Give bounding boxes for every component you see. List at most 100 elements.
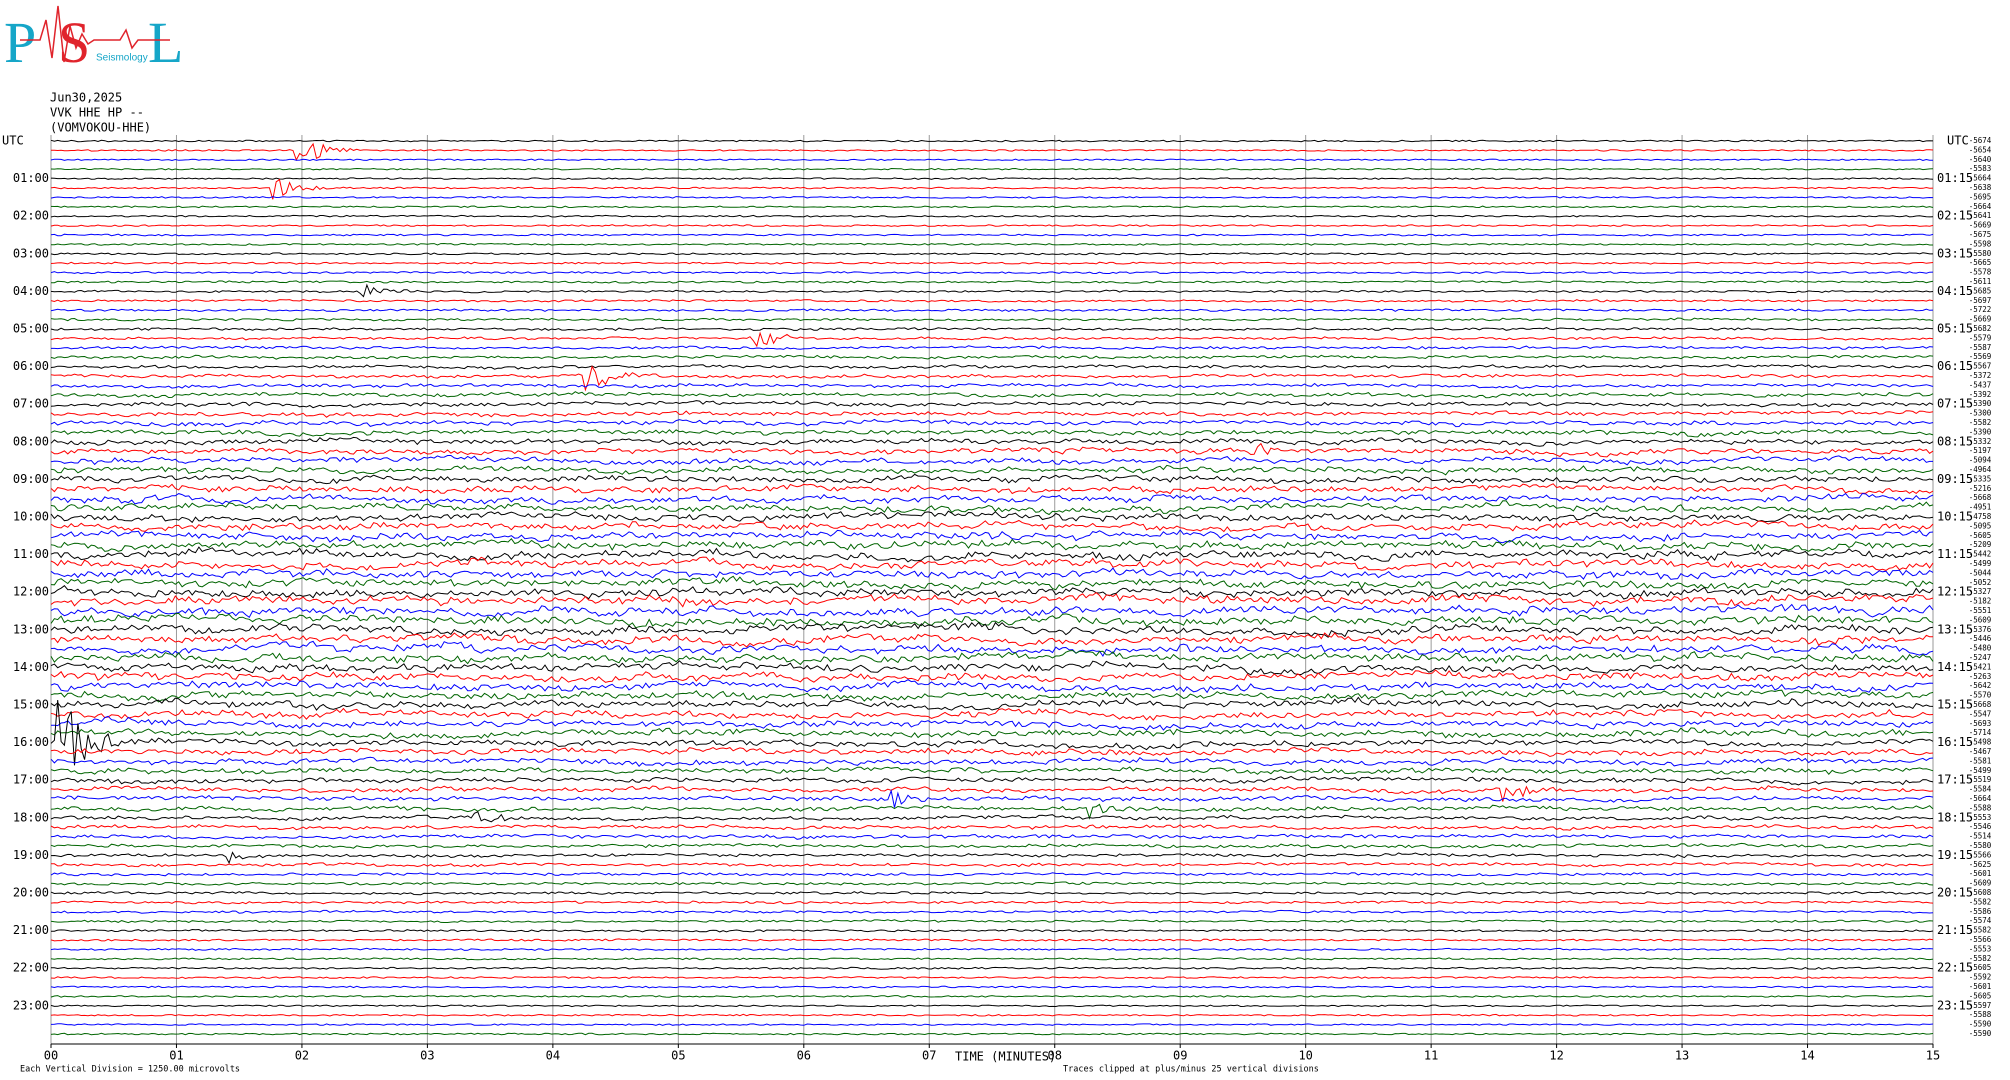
trace [50,442,1934,458]
offset-label: -5693 [1969,719,1992,728]
offset-label: -5052 [1969,578,1992,587]
trace [50,621,1934,639]
offset-label: -5685 [1969,286,1992,295]
offset-label: -5664 [1969,202,1992,211]
offset-label: -5609 [1969,615,1992,624]
hour-label: 03:00 [13,246,49,260]
trace [50,365,1934,392]
trace [50,591,1934,608]
offset-label: -5605 [1969,531,1992,540]
trace [50,464,1934,476]
offset-label: -5421 [1969,662,1992,671]
offset-label: -5467 [1969,747,1992,756]
offset-label: -5519 [1969,775,1992,784]
hour-label: 23:00 [13,998,49,1012]
trace [50,707,1934,721]
trace [50,688,1934,703]
scale-note: Each Vertical Division = 1250.00 microvo… [20,1065,240,1075]
trace [50,233,1934,237]
trace [50,788,1934,808]
offset-label: -5641 [1969,211,1992,220]
trace [50,492,1934,505]
trace [50,177,1934,180]
trace [50,167,1934,171]
trace [50,679,1934,694]
hour-label: 06:15 [1937,359,1973,373]
hour-label: 02:15 [1937,209,1973,223]
hour-label: 22:00 [13,961,49,975]
trace [50,410,1934,418]
offset-label: -5654 [1969,145,1992,154]
offset-label: -4951 [1969,503,1992,512]
trace [50,567,1934,580]
trace [50,1023,1934,1026]
offset-label: -4758 [1969,512,1992,521]
hour-label: 11:00 [13,547,49,561]
trace [50,205,1934,209]
offset-label: -5722 [1969,305,1992,314]
trace [51,966,1934,970]
hour-label: 21:15 [1937,923,1973,937]
offset-label: -5216 [1969,484,1992,493]
offset-label: -5587 [1969,343,1992,352]
offset-label: -5669 [1969,315,1992,324]
offset-label: -5682 [1969,324,1992,333]
trace [50,811,1934,823]
offset-label: -5665 [1969,258,1992,267]
trace [50,833,1934,840]
trace [50,546,1934,563]
hour-label: 14:00 [13,660,49,674]
offset-label: -4964 [1969,465,1992,474]
hour-label: 11:15 [1937,547,1973,561]
trace [50,890,1934,896]
offset-label: -5570 [1969,691,1992,700]
x-tick-label: 14 [1800,1049,1814,1063]
hour-label: 17:00 [13,773,49,787]
trace [50,317,1934,322]
trace [50,354,1934,360]
x-tick-label: 08 [1048,1049,1062,1063]
hour-label: 08:00 [13,434,49,448]
hour-label: 19:15 [1937,848,1973,862]
offset-label: -5499 [1969,766,1992,775]
trace [50,529,1934,544]
offset-label: -5605 [1969,991,1992,1000]
offset-label: -5697 [1969,296,1992,305]
offset-label: -5498 [1969,738,1992,747]
right-title: UTC [1947,134,1969,148]
x-tick-label: 00 [44,1049,58,1063]
trace [50,538,1934,552]
offset-label: -5598 [1969,239,1992,248]
offset-label: -5578 [1969,268,1992,277]
trace [50,178,1934,200]
hour-label: 06:00 [13,359,49,373]
x-tick-label: 06 [797,1049,811,1063]
offset-label: -5668 [1969,700,1992,709]
trace [50,696,1934,711]
offset-label: -5197 [1969,446,1992,455]
trace [50,473,1934,485]
hour-label: 13:00 [13,622,49,636]
trace [50,985,1934,989]
trace [50,785,1934,802]
trace [50,871,1934,877]
hour-label: 10:15 [1937,510,1973,524]
x-tick-label: 07 [922,1049,936,1063]
offset-label: -5437 [1969,380,1992,389]
offset-label: -5392 [1969,390,1992,399]
offset-label: -5247 [1969,653,1992,662]
offset-label: -5580 [1969,249,1992,258]
offset-label: -5642 [1969,681,1992,690]
trace [50,660,1934,676]
hour-label: 04:15 [1937,284,1973,298]
offset-label: -5611 [1969,277,1992,286]
trace [50,261,1934,265]
trace [50,700,1934,766]
trace [50,271,1934,275]
x-tick-label: 15 [1926,1049,1940,1063]
offset-label: -5582 [1969,897,1992,906]
trace [50,391,1934,399]
hour-label: 14:15 [1937,660,1973,674]
x-tick-label: 03 [420,1049,434,1063]
hour-label: 21:00 [13,923,49,937]
